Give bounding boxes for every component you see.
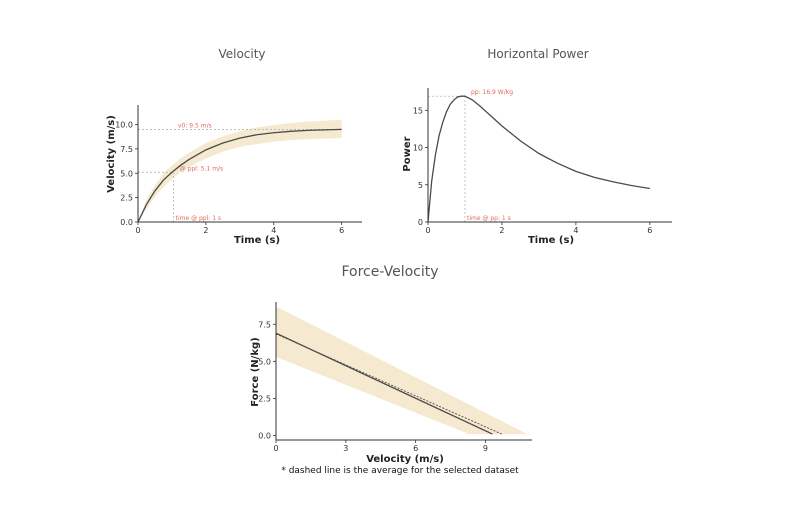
power-title: Horizontal Power xyxy=(487,47,588,61)
force-velocity-y-tick-label: 0.0 xyxy=(258,432,271,441)
power-chart: Horizontal Power 0 2 4 6 0 5 10 15 pp: 16.9 W/… xyxy=(402,47,672,246)
force-velocity-band-area xyxy=(276,306,528,435)
velocity-annotations: v0: 9.5 m/s @ ppl: 5.1 m/s time @ ppl: 1 s xyxy=(176,122,224,222)
velocity-annotation-label-2: time @ ppl: 1 s xyxy=(176,215,221,222)
force-velocity-x-tick-label: 3 xyxy=(343,444,348,453)
velocity-x-tick-label: 4 xyxy=(271,226,276,235)
power-x-ticks: 0 2 4 6 xyxy=(425,222,652,235)
force-velocity-x-tick-label: 0 xyxy=(273,444,278,453)
power-axes xyxy=(427,88,672,223)
power-y-ticks: 0 5 10 15 xyxy=(413,106,428,227)
force-velocity-x-ticks: 0 3 6 9 xyxy=(273,440,488,453)
power-annotations: pp: 16.9 W/kg time @ pp: 1 s xyxy=(467,89,513,222)
force-velocity-y-label: Force (N/kg) xyxy=(250,337,261,406)
force-velocity-y-tick-label: 5.0 xyxy=(258,357,271,366)
force-velocity-series xyxy=(275,332,502,435)
velocity-y-tick-label: 0.0 xyxy=(120,218,133,227)
velocity-y-tick-label: 7.5 xyxy=(120,145,133,154)
force-velocity-series-line-1 xyxy=(275,333,502,435)
velocity-series-line-0 xyxy=(137,128,342,223)
power-annotation-label-0: pp: 16.9 W/kg xyxy=(471,89,513,96)
force-velocity-x-label: Velocity (m/s) xyxy=(366,454,444,465)
velocity-x-label: Time (s) xyxy=(234,235,280,246)
power-x-tick-label: 6 xyxy=(647,226,652,235)
footnote: * dashed line is the average for the sel… xyxy=(281,466,519,476)
power-y-tick-label: 10 xyxy=(413,144,423,153)
force-velocity-x-tick-label: 6 xyxy=(413,444,418,453)
velocity-y-ticks: 0.0 2.5 5.0 7.5 10.0 xyxy=(115,121,138,227)
velocity-band-area-0 xyxy=(138,119,342,222)
power-y-label: Power xyxy=(402,136,413,171)
force-velocity-chart: Force-Velocity 0 3 6 9 0.0 2.5 5.0 7.5 Velocit… xyxy=(250,264,532,465)
velocity-chart: Velocity 0 2 4 6 0.0 2.5 5.0 7.5 10.0 v0: 9.5 m… xyxy=(106,47,362,246)
velocity-x-tick-label: 6 xyxy=(339,226,344,235)
velocity-title: Velocity xyxy=(218,47,265,61)
velocity-x-tick-label: 0 xyxy=(135,226,140,235)
force-velocity-y-tick-label: 7.5 xyxy=(258,320,271,329)
power-y-tick-label: 5 xyxy=(418,181,423,190)
velocity-y-tick-label: 10.0 xyxy=(115,121,133,130)
power-x-tick-label: 2 xyxy=(499,226,504,235)
power-series-line-0 xyxy=(427,95,650,223)
force-velocity-x-tick-label: 9 xyxy=(483,444,488,453)
velocity-series xyxy=(137,128,342,223)
power-x-tick-label: 0 xyxy=(425,226,430,235)
force-velocity-axes xyxy=(275,302,532,441)
force-velocity-y-tick-label: 2.5 xyxy=(258,394,271,403)
power-x-tick-label: 4 xyxy=(573,226,578,235)
power-series xyxy=(427,95,650,223)
force-velocity-title: Force-Velocity xyxy=(341,264,438,280)
velocity-annotation-label-0: v0: 9.5 m/s xyxy=(178,122,212,129)
force-velocity-confidence-band xyxy=(276,306,528,435)
power-x-label: Time (s) xyxy=(528,235,574,246)
velocity-annotation-lines xyxy=(138,129,342,222)
power-annotation-label-1: time @ pp: 1 s xyxy=(467,215,511,222)
power-y-tick-label: 15 xyxy=(413,106,423,115)
velocity-y-tick-label: 2.5 xyxy=(120,194,133,203)
velocity-x-ticks: 0 2 4 6 xyxy=(135,222,344,235)
velocity-annotation-label-1: @ ppl: 5.1 m/s xyxy=(180,165,224,172)
velocity-confidence-band xyxy=(138,119,342,222)
force-velocity-y-ticks: 0.0 2.5 5.0 7.5 xyxy=(258,320,276,441)
velocity-x-tick-label: 2 xyxy=(203,226,208,235)
power-y-tick-label: 0 xyxy=(418,218,423,227)
power-annotation-lines xyxy=(428,95,466,222)
velocity-y-label: Velocity (m/s) xyxy=(106,115,117,193)
velocity-y-tick-label: 5.0 xyxy=(120,169,133,178)
